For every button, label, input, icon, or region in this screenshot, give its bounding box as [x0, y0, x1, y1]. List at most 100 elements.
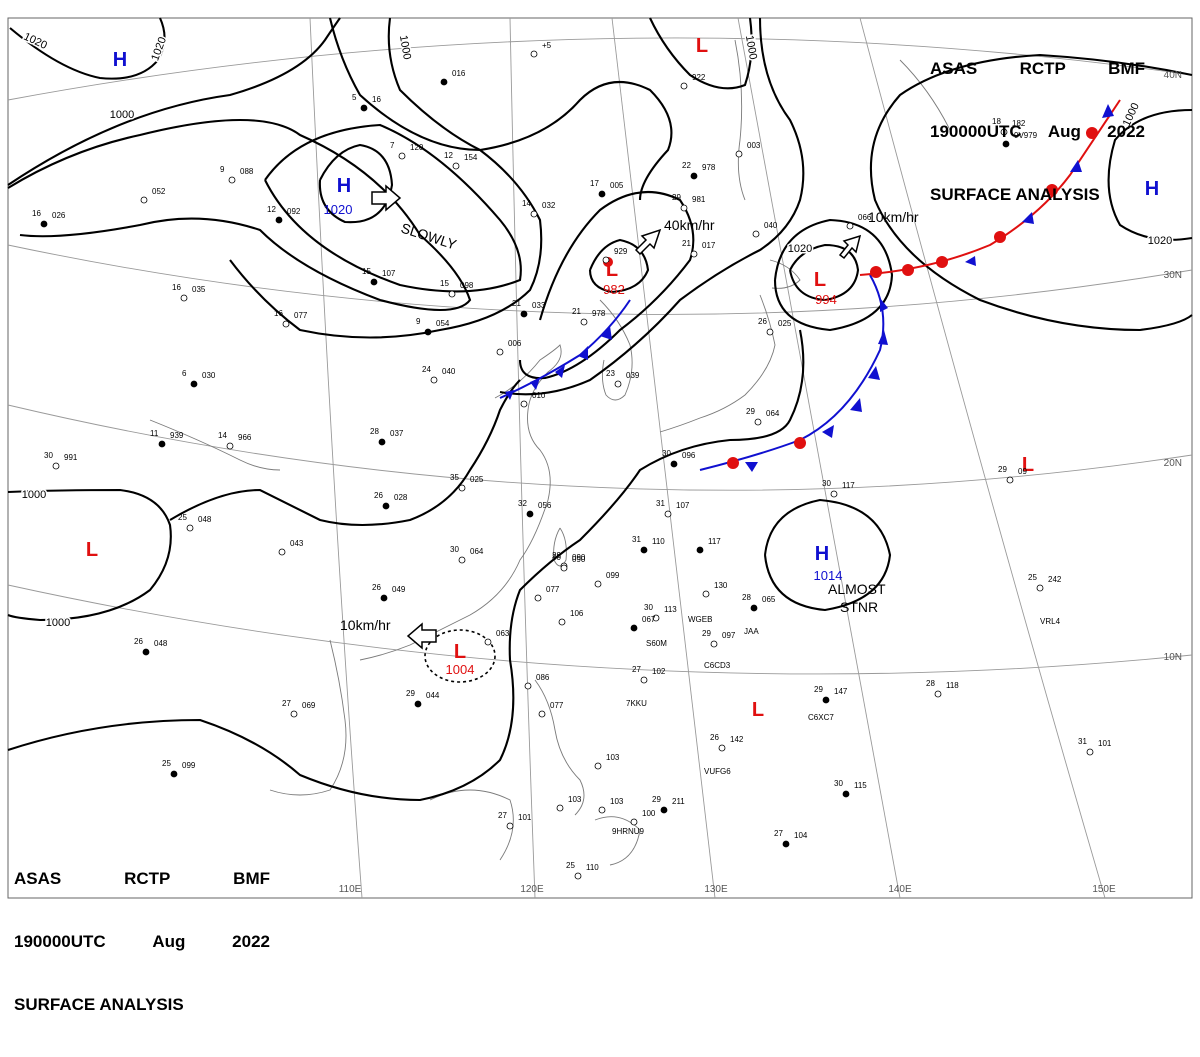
- station-temperature: 29: [652, 795, 661, 804]
- station-pressure: 099: [182, 761, 196, 770]
- cold-barb: [530, 378, 540, 390]
- station-pressure: +5: [542, 41, 552, 50]
- station-pressure: 064: [470, 547, 484, 556]
- station-circle: [696, 546, 704, 554]
- station-pressure: 100: [642, 809, 656, 818]
- station-pressure: 981: [692, 195, 706, 204]
- header-tr-line2: 190000UTC Aug 2022: [930, 121, 1145, 142]
- station-circle: [846, 222, 854, 230]
- coast-taiwan: [553, 527, 567, 567]
- station-temperature: 21: [682, 239, 691, 248]
- station-temperature: 31: [632, 535, 641, 544]
- isobar-pacific-large: [869, 53, 1193, 332]
- station-circle: [660, 806, 668, 814]
- station-pressure: 010: [532, 391, 546, 400]
- station-circle: [448, 290, 456, 298]
- station-temperature: 30: [644, 603, 653, 612]
- station-circle: [735, 150, 743, 158]
- header-tr-title: SURFACE ANALYSIS: [930, 185, 1100, 204]
- station-circle: [680, 204, 688, 212]
- station-circle: [690, 172, 698, 180]
- station-pressure: 978: [702, 163, 716, 172]
- station-circle: [414, 700, 422, 708]
- isobar-1014-phil: [763, 498, 892, 612]
- station-pressure: 929: [614, 247, 628, 256]
- low-tropical-pacific-symbol: L: [752, 699, 764, 721]
- weather-chart: 110E 120E 130E 140E 150E 40N 30N 20N 10N 1020 1020…: [7, 17, 1193, 1014]
- motion-manchuria-low: 40km/hr: [664, 217, 715, 233]
- cold-barb: [878, 330, 888, 345]
- station-pressure: 064: [766, 409, 780, 418]
- station-circle: [1002, 140, 1010, 148]
- station-temperature: 26: [372, 583, 381, 592]
- header-tr-code2: RCTP: [1019, 59, 1066, 78]
- cold-barb: [880, 298, 888, 312]
- lon-line-130e: [611, 17, 716, 899]
- station-circle: [142, 648, 150, 656]
- station-circle: [556, 804, 564, 812]
- isobar-1000-north: [7, 17, 341, 186]
- station-circle: [186, 524, 194, 532]
- map-frame: [7, 17, 1193, 899]
- lon-label: 120E: [520, 884, 544, 895]
- station-circle: [680, 82, 688, 90]
- station-pressure: 006: [508, 339, 522, 348]
- header-tr-time: 190000UTC: [930, 122, 1022, 141]
- station-pressure: 077: [546, 585, 560, 594]
- station-pressure: 025: [470, 475, 484, 484]
- station-pressure: 043: [290, 539, 304, 548]
- warm-bump: [1046, 184, 1058, 196]
- station-temperature: 27: [498, 811, 507, 820]
- station-markers: [40, 50, 1094, 880]
- station-pressure: 016: [452, 69, 466, 78]
- coast-mindanao: [594, 816, 641, 866]
- lon-label: 140E: [888, 884, 912, 895]
- station-pressure: 242: [1048, 575, 1062, 584]
- motion-arrow-mongolia: [371, 184, 402, 212]
- station-circle: [580, 318, 588, 326]
- station-temperature: 29: [552, 551, 561, 560]
- station-pressure: 056: [538, 501, 552, 510]
- stationary-front-barbs: [965, 104, 1114, 266]
- station-temperature: 30: [552, 553, 561, 562]
- lat-label: 30N: [1164, 270, 1182, 281]
- station-circle: [670, 460, 678, 468]
- station-pressure: 088: [240, 167, 254, 176]
- station-temperature: 25: [162, 759, 171, 768]
- station-pressure: 039: [626, 371, 640, 380]
- station-pressure: 102: [652, 667, 666, 676]
- graticule: [7, 17, 1193, 899]
- station-circle: [226, 442, 234, 450]
- header-bl-code2: RCTP: [124, 869, 171, 888]
- motion-arrows: [371, 184, 862, 650]
- cold-front-east: [699, 274, 885, 471]
- station-temperature: 26: [374, 491, 383, 500]
- high-philippine-sea-symbol: H: [815, 543, 829, 565]
- low-west-pacific-symbol: L: [1022, 454, 1034, 476]
- station-circle: [1000, 128, 1008, 136]
- low-manchuria-value: 982: [603, 282, 625, 297]
- station-temperature: 30: [44, 451, 53, 460]
- station-pressure: 211: [672, 797, 685, 806]
- station-pressure: 098: [460, 281, 474, 290]
- cold-barb: [555, 365, 565, 378]
- station-pressure: 065: [762, 595, 776, 604]
- warm-bump: [727, 457, 739, 469]
- cold-barb: [578, 346, 588, 360]
- header-tr-code3: BMF: [1108, 59, 1145, 78]
- cold-barb: [1022, 212, 1034, 224]
- fronts: [499, 99, 1121, 472]
- station-temperature: 32: [518, 499, 527, 508]
- cold-barb: [850, 398, 862, 412]
- ship-callsign: JAA: [744, 627, 759, 636]
- station-pressure: 049: [392, 585, 406, 594]
- station-circle: [40, 220, 48, 228]
- station-pressure: 978: [592, 309, 606, 318]
- lon-label: 130E: [704, 884, 728, 895]
- station-circle: [640, 546, 648, 554]
- station-circle: [524, 682, 532, 690]
- station-pressure: 097: [722, 631, 736, 640]
- station-circle: [440, 78, 448, 86]
- station-temperature: 7: [390, 141, 395, 150]
- station-pressure: 120: [410, 143, 424, 152]
